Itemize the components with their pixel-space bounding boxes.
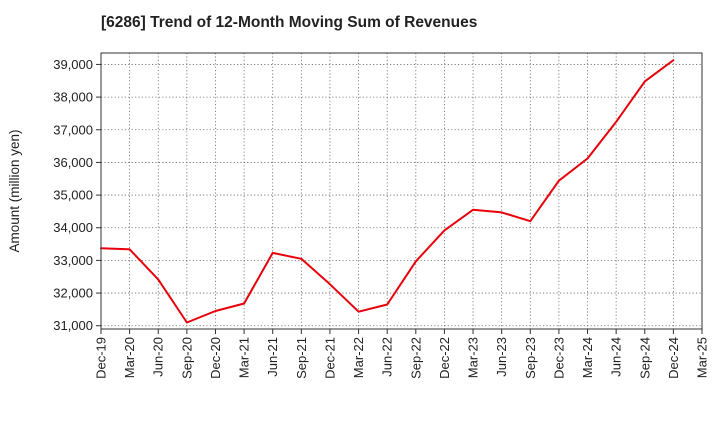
x-tick-label: Sep-23: [523, 337, 538, 379]
series-layer: [100, 59, 675, 324]
x-tick-label: Jun-21: [265, 337, 280, 377]
y-tick-label: 37,000: [53, 122, 93, 137]
chart-title: [6286] Trend of 12-Month Moving Sum of R…: [101, 14, 478, 31]
x-tick-label: Sep-22: [408, 337, 423, 379]
y-tick-label: 31,000: [53, 318, 93, 333]
x-tick-label: Mar-21: [237, 337, 252, 378]
x-tick-label: Jun-24: [609, 337, 624, 377]
x-tick-label: Mar-25: [695, 337, 710, 378]
y-tick-label: 38,000: [53, 90, 93, 105]
grid-layer: [101, 53, 702, 329]
y-tick-label: 32,000: [53, 286, 93, 301]
y-tick-label: 36,000: [53, 155, 93, 170]
x-tick-label: Sep-21: [294, 337, 309, 379]
y-tick-label: 39,000: [53, 57, 93, 72]
axes-layer: 31,000 32,000 33,000 34,000 35,000 36,000 37,0…: [53, 52, 710, 379]
y-axis-label: Amount (million yen): [7, 129, 22, 252]
x-tick-label: Mar-20: [122, 337, 137, 378]
x-tick-label: Dec-22: [437, 337, 452, 379]
x-tick-label: Mar-23: [466, 337, 481, 378]
x-tick-label: Sep-24: [637, 337, 652, 379]
x-tick-label: Dec-23: [551, 337, 566, 379]
x-tick-label: Mar-24: [580, 337, 595, 378]
ylabel-layer: Amount (million yen): [7, 129, 22, 252]
x-tick-label: Dec-20: [208, 337, 223, 379]
x-tick-label: Jun-23: [494, 337, 509, 377]
x-tick-label: Dec-19: [94, 337, 109, 379]
x-tick-label: Dec-24: [666, 337, 681, 379]
y-tick-label: 34,000: [53, 220, 93, 235]
series-line: [100, 59, 675, 324]
y-tick-label: 35,000: [53, 188, 93, 203]
x-tick-label: Jun-20: [151, 337, 166, 377]
x-tick-label: Dec-21: [322, 337, 337, 379]
x-tick-label: Mar-22: [351, 337, 366, 378]
y-tick-label: 33,000: [53, 253, 93, 268]
x-tick-label: Sep-20: [179, 337, 194, 379]
x-tick-label: Jun-22: [380, 337, 395, 377]
plot-border: [100, 52, 703, 330]
